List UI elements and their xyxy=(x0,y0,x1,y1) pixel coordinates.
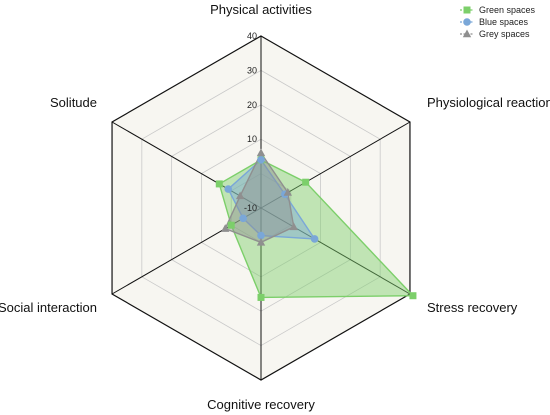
legend-marker-2 xyxy=(462,29,472,38)
series-0-point-1 xyxy=(302,178,310,186)
series-1-point-5 xyxy=(224,185,233,193)
series-0-point-3 xyxy=(257,293,265,301)
series-1-point-0 xyxy=(257,156,265,164)
spoke-5 xyxy=(111,121,262,209)
series-2-point-0 xyxy=(256,148,266,157)
legend-label-0: Green spaces xyxy=(479,5,536,15)
series-2-point-3 xyxy=(256,237,266,246)
legend-marker-0 xyxy=(463,6,471,14)
series-0-point-4 xyxy=(227,221,235,229)
series-2-point-5 xyxy=(235,191,245,200)
axis-label-0: Physical activities xyxy=(210,2,312,17)
axis-label-4: Social interaction xyxy=(0,300,97,315)
tick-label-1: 10 xyxy=(247,134,257,144)
tick-label-0: -10 xyxy=(244,203,257,213)
axis-label-2: Stress recovery xyxy=(427,300,518,315)
series-2-point-1 xyxy=(283,188,293,196)
spoke-4 xyxy=(111,207,262,295)
spoke-2 xyxy=(260,207,411,295)
legend: Green spaces Blue spaces Grey spaces xyxy=(460,5,536,39)
series-1-point-2 xyxy=(310,235,319,243)
axis-label-3: Cognitive recovery xyxy=(207,397,315,412)
series-2-point-2 xyxy=(289,222,298,231)
axis-label-5: Solitude xyxy=(50,95,97,110)
legend-label-2: Grey spaces xyxy=(479,29,530,39)
legend-marker-1 xyxy=(463,18,471,26)
series-0-point-5 xyxy=(215,180,223,188)
legend-label-1: Blue spaces xyxy=(479,17,529,27)
series-2-point-4 xyxy=(221,224,230,232)
tick-label-3: 30 xyxy=(247,65,257,75)
tick-label-2: 20 xyxy=(247,100,257,110)
series-1-point-3 xyxy=(257,231,265,240)
axis-label-1: Physiological reaction xyxy=(427,95,550,110)
series-1-point-4 xyxy=(239,214,247,223)
series-0-point-2 xyxy=(409,292,417,300)
radar-series xyxy=(215,148,417,301)
radial-ticks: -10 10 20 30 40 xyxy=(244,31,257,213)
tick-label-4: 40 xyxy=(247,31,257,41)
radar-grid xyxy=(111,35,411,381)
